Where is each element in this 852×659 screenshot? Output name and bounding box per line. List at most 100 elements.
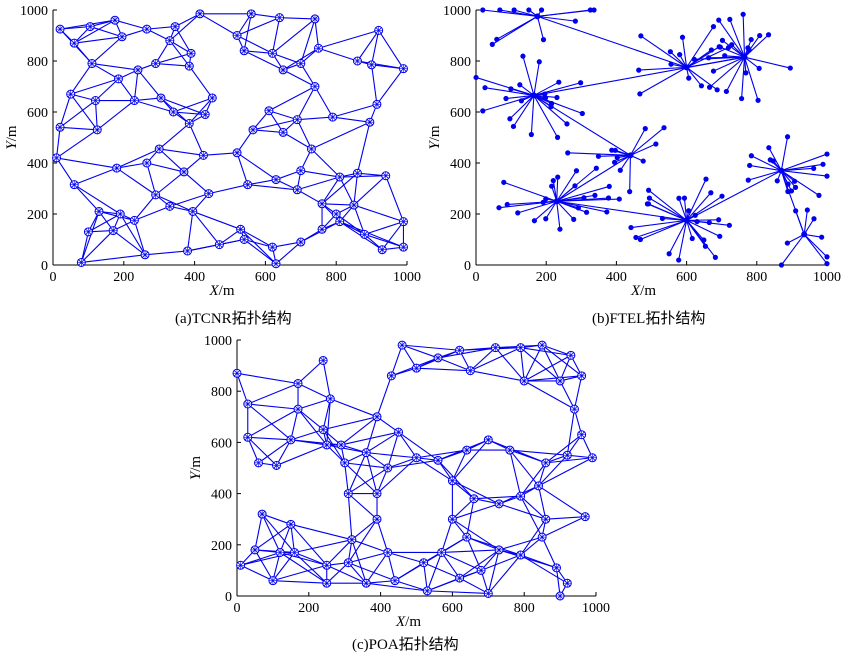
node-dot (592, 192, 598, 198)
node-marker (214, 240, 224, 250)
edge-link (480, 554, 521, 571)
edge-link (271, 17, 281, 54)
y-tick-label: 1000 (443, 4, 471, 19)
edge-link (192, 210, 241, 230)
edge-link (134, 99, 174, 113)
node-marker (447, 514, 457, 524)
edge-link (566, 409, 576, 456)
node-marker (465, 366, 475, 376)
edge-link (95, 78, 119, 101)
edge-link (356, 122, 371, 174)
edge-link (630, 127, 665, 156)
edge-link (254, 549, 274, 581)
nodes (52, 9, 408, 269)
edge-link (402, 344, 460, 351)
node-dot (667, 49, 673, 55)
edge-link (276, 444, 327, 466)
edge-link (114, 19, 147, 30)
edge-link (282, 69, 316, 87)
x-tick-label: 600 (255, 270, 276, 285)
node-dot (604, 209, 610, 215)
edge-link (297, 408, 328, 446)
edge-link (290, 524, 295, 553)
edge-link (498, 536, 543, 551)
node-marker (516, 491, 526, 501)
hub-dot (801, 231, 808, 238)
x-axis-label: X/m (630, 283, 656, 299)
node-marker (154, 144, 164, 154)
node-marker (254, 458, 264, 468)
node-dot (784, 134, 791, 140)
edge-link (160, 97, 206, 116)
edge-link (781, 167, 814, 172)
edge-link (538, 457, 593, 487)
edge-link (297, 408, 324, 431)
nodes (473, 7, 830, 268)
hub-link (556, 154, 631, 202)
y-axis-label: Y/m (188, 456, 204, 481)
node-dot (824, 261, 830, 267)
node-dot (661, 125, 667, 131)
edge-link (272, 552, 281, 581)
edge-link (648, 189, 687, 221)
node-marker (183, 246, 193, 256)
edge-link (683, 198, 688, 221)
edge-link (296, 119, 312, 150)
edge-link (254, 523, 292, 551)
edge-link (279, 17, 315, 20)
node-marker (87, 59, 97, 69)
node-dot (515, 210, 521, 216)
edge-link (598, 154, 631, 157)
edge-link (290, 523, 328, 566)
node-marker (317, 224, 327, 234)
plot-c-poa: 0 200 400 600 800 1000 0 200 400 600 800 1000 X/m Y/m (188, 334, 610, 630)
node-dot (542, 91, 548, 97)
edge-link (629, 155, 631, 192)
node-dot (824, 173, 830, 179)
edge-link (495, 347, 525, 382)
node-dot (581, 195, 587, 201)
plot-a-tcnr: 0 200 400 600 800 1000 0 200 400 600 800 1000 X/m Y/m (4, 4, 421, 299)
edge-link (300, 170, 340, 178)
node-marker (55, 24, 65, 34)
node-dot (494, 36, 500, 42)
node-marker (537, 340, 547, 350)
caption-b: (b)FTEL拓扑结构 (592, 311, 706, 327)
edge-link (243, 13, 252, 51)
node-marker (372, 99, 382, 109)
edge-link (56, 157, 75, 185)
edge-link (538, 485, 547, 520)
node-dot (716, 217, 722, 223)
node-marker (437, 547, 447, 557)
edge-link (552, 180, 558, 202)
node-dot (792, 184, 799, 190)
node-marker (69, 38, 79, 48)
node-marker (129, 215, 139, 225)
edge-link (243, 50, 284, 71)
node-dot (745, 45, 751, 51)
edge-link (80, 211, 100, 263)
node-marker (108, 226, 118, 236)
y-tick-label: 200 (27, 208, 48, 223)
edge-link (803, 234, 828, 265)
node-marker (92, 125, 102, 135)
edge-link (533, 95, 568, 125)
edge-link (749, 164, 782, 172)
edge-link (487, 549, 500, 594)
node-dot (579, 110, 585, 117)
y-tick-label: 800 (27, 55, 48, 70)
edge-link (314, 86, 334, 118)
y-tick-label: 0 (41, 259, 48, 274)
x-tick-label: 1000 (813, 270, 841, 285)
node-dot (659, 215, 666, 222)
edge-link (556, 185, 610, 202)
edge-link (155, 171, 185, 196)
node-marker (490, 343, 500, 353)
node-marker (184, 61, 194, 71)
x-tick-label: 400 (184, 270, 205, 285)
node-dot (686, 208, 692, 214)
edges (236, 344, 593, 597)
node-marker (207, 93, 217, 103)
node-dot (716, 17, 722, 23)
edge-link (366, 582, 428, 592)
